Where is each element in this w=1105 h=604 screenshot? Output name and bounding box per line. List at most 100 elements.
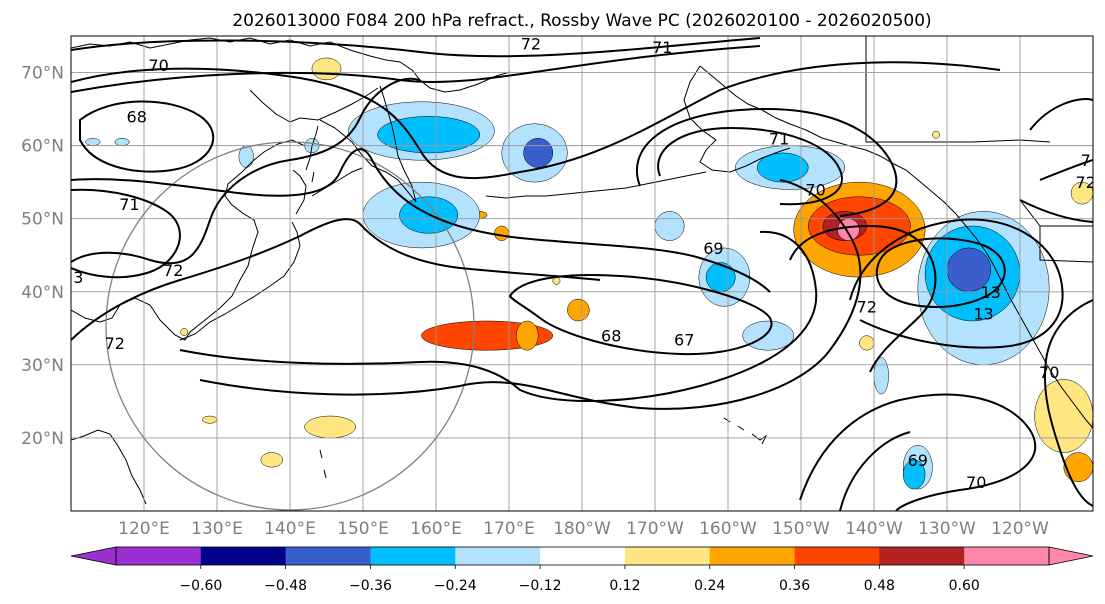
contour-70-south — [1043, 299, 1093, 507]
colorbar-max-extend — [1048, 546, 1094, 566]
colorbar-segment — [624, 547, 711, 565]
negative-refractivity-area — [742, 320, 794, 351]
positive-refractivity-area — [932, 130, 940, 139]
colorbar-segment — [455, 547, 541, 565]
contour-label: 69 — [703, 239, 723, 258]
contour-labels: 72 71 70 68 71 70 71 72 3 69 72 13 13 68 67 72 72 70 69 70 7 — [73, 34, 1096, 492]
colorbar-tick-label: 0.36 — [779, 578, 810, 594]
range-circle — [105, 141, 475, 511]
colorbar-segment — [285, 547, 371, 565]
contour-label: 7 — [1081, 151, 1091, 170]
contour-label: 68 — [127, 107, 147, 126]
japan-coastline — [179, 169, 307, 341]
longitude-label: 120°W — [991, 519, 1049, 539]
wavenumber-contours — [71, 37, 1093, 511]
kamchatka-coastline — [319, 85, 417, 203]
positive-refractivity-area — [202, 415, 218, 424]
contour-69-pacific — [179, 230, 818, 403]
longitude-label: 170°E — [483, 519, 535, 539]
colorbar-segment — [540, 547, 626, 565]
contour-70-subtropic-east — [799, 393, 1037, 511]
longitude-labels: 120°E 130°E 140°E 150°E 160°E 170°E 180°W 170°W… — [118, 519, 1049, 539]
negative-refractivity-area — [114, 138, 130, 146]
negative-refractivity-area — [756, 152, 809, 183]
contour-label: 72 — [105, 334, 125, 353]
contour-72-east — [789, 224, 937, 373]
negative-refractivity-area — [902, 459, 926, 490]
colorbar-tick-label: −0.24 — [434, 578, 477, 594]
positive-refractivity-area — [304, 415, 356, 439]
contour-label: 70 — [805, 180, 825, 199]
contour-label: 69 — [908, 451, 928, 470]
positive-refractivity-area — [180, 328, 189, 336]
contour-label: 70 — [148, 56, 168, 75]
negative-refractivity-area — [377, 116, 481, 154]
positive-refractivity-area — [567, 298, 590, 322]
colorbar-tick-label: 0.12 — [609, 578, 640, 594]
contour-label: 13 — [981, 283, 1001, 302]
longitude-label: 130°W — [918, 519, 976, 539]
negative-refractivity-area — [85, 138, 101, 146]
colorbar-tick-label: −0.36 — [349, 578, 392, 594]
contour-72-far-east — [1029, 98, 1093, 181]
colorbar-segment — [879, 547, 965, 565]
contour-label: 68 — [601, 327, 621, 346]
contour-71-far-east — [1019, 199, 1093, 223]
latitude-label: 60°N — [21, 137, 64, 157]
map-frame — [70, 35, 1094, 512]
contour-70-subtropic — [199, 179, 862, 410]
colorbar-tick-label: 0.60 — [949, 578, 980, 594]
colorbar-segment — [794, 547, 880, 565]
chart-title: 2026013000 F084 200 hPa refract., Rossby… — [232, 11, 931, 31]
contour-label: 71 — [769, 129, 789, 148]
colorbar-segment — [200, 547, 287, 565]
positive-refractivity-area — [311, 57, 342, 81]
colorbar-tick-label: 0.24 — [694, 578, 725, 594]
contour-label: 70 — [1039, 363, 1059, 382]
contour-label: 70 — [966, 473, 986, 492]
negative-refractivity-area — [523, 138, 554, 168]
contour-label: 72 — [521, 34, 541, 53]
latitude-label: 40°N — [21, 283, 64, 303]
contour-label: 72 — [1076, 173, 1096, 192]
colorbar-frame — [115, 546, 1050, 566]
alaska-west-coastline — [683, 65, 791, 173]
map-area: 72 71 70 68 71 70 71 72 3 69 72 13 13 68 67 72 72 70 69 70 7 — [70, 34, 1096, 512]
coastlines — [71, 36, 1093, 505]
positive-refractivity-area — [1070, 181, 1093, 205]
contour-68-northwest — [79, 100, 215, 173]
contour-70-gulf — [635, 108, 898, 217]
philippines-coastline — [71, 429, 147, 505]
negative-refractivity-area — [705, 262, 736, 293]
longitude-label: 150°W — [772, 519, 830, 539]
longitude-label: 150°E — [337, 519, 389, 539]
colorbar-tick-label: 0.48 — [864, 578, 895, 594]
latitude-label: 30°N — [21, 356, 64, 376]
colorbar-segment — [370, 547, 456, 565]
longitude-label: 120°E — [118, 519, 170, 539]
bonin-islands — [319, 449, 327, 479]
contour-label: 3 — [73, 268, 83, 287]
positive-refractivity-area — [1034, 379, 1093, 453]
contour-72-asia — [71, 77, 421, 265]
contour-label: 72 — [857, 297, 877, 316]
contour-70-north — [71, 61, 1001, 180]
latitude-label: 50°N — [21, 210, 64, 230]
contour-71-west — [71, 188, 181, 279]
contour-label: 72 — [163, 261, 183, 280]
colorbar-tick-label: −0.60 — [179, 578, 222, 594]
latitude-label: 20°N — [21, 429, 64, 449]
positive-refractivity-area — [260, 452, 283, 468]
colorbar-tick-label: −0.48 — [264, 578, 307, 594]
longitude-label: 160°E — [410, 519, 462, 539]
colorbar-min-extend — [70, 546, 117, 566]
colorbar-tick-label: −0.12 — [519, 578, 562, 594]
longitude-label: 160°W — [699, 519, 757, 539]
alaska-coastline — [699, 65, 1093, 429]
positive-refractivity-area — [516, 320, 539, 351]
longitude-label: 180°W — [553, 519, 611, 539]
longitude-label: 130°E — [191, 519, 243, 539]
negative-refractivity-area — [873, 357, 889, 395]
colorbar-segment — [964, 547, 1050, 565]
contour-label: 13 — [973, 305, 993, 324]
